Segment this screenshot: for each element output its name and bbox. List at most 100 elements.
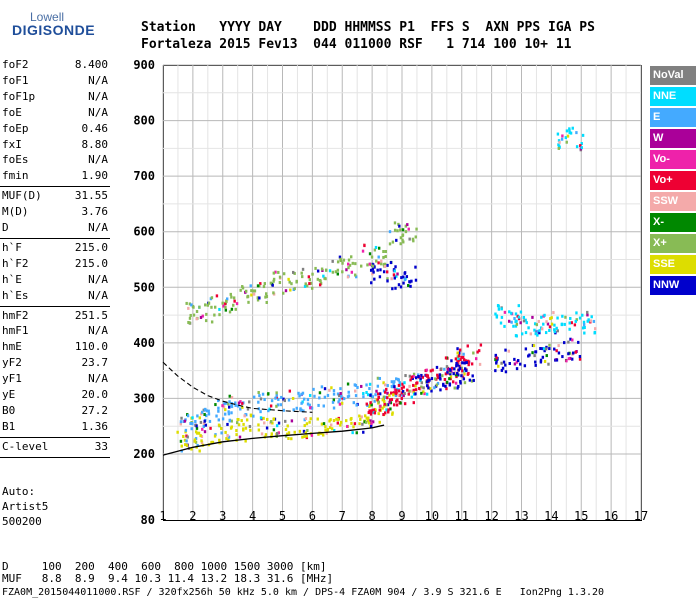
echo-point [392,393,395,397]
echo-point [185,439,188,443]
echo-point [328,419,331,423]
echo-point [225,299,228,303]
param-row-clevel: C-level 33 [2,440,108,454]
echo-point [561,314,564,318]
echo-point [339,392,342,396]
echo-point [215,414,218,418]
echo-point [495,356,498,360]
echo-point [225,437,228,441]
echo-point [324,277,327,281]
echo-point [397,377,400,381]
echo-point [431,368,434,372]
echo-point [324,268,328,272]
echo-point [382,270,386,274]
echo-point [342,397,346,401]
param-value: 1.90 [81,169,109,183]
echo-point [225,297,229,301]
echo-point [318,396,321,400]
echo-point [421,375,425,379]
echo-point [514,334,518,338]
echo-point [557,146,561,150]
echo-point [374,245,378,249]
echo-point [339,423,342,427]
echo-point [515,367,519,371]
echo-point [389,401,393,405]
echo-point [461,355,465,359]
echo-point [386,403,390,407]
echo-point [232,303,235,307]
echo-point [414,388,418,392]
echo-point [369,424,373,428]
echo-point [324,425,327,429]
echo-point [230,403,233,407]
echo-point [354,389,357,393]
echo-point [227,435,231,439]
y-tick-label: 900 [133,58,155,72]
echo-point [412,372,416,376]
echo-point [265,295,269,299]
echo-point [558,140,561,144]
echo-point [453,367,456,371]
echo-point [542,347,546,351]
echo-point [234,307,237,311]
echo-point [503,310,507,314]
echo-point [383,411,387,415]
echo-point [500,307,503,311]
echo-point [360,384,363,388]
echo-point [316,269,320,273]
echo-point [412,239,415,243]
echo-point [444,372,448,376]
echo-point [379,404,382,408]
echo-point [361,249,365,253]
echo-point [252,414,255,418]
param-label: M(D) [2,205,29,219]
echo-point [377,412,380,416]
echo-point [272,271,276,275]
echo-point [568,327,571,331]
legend-item-vo: Vo+ [650,171,696,190]
echo-point [195,424,198,428]
echo-point [385,408,388,412]
echo-point [243,414,246,418]
echo-point [217,418,220,422]
param-row-foep: foEp 0.46 [2,122,108,136]
echo-point [382,250,385,254]
echo-point [242,422,245,426]
echo-point [427,376,430,380]
echo-point [238,435,242,439]
legend-item-x: X+ [650,234,696,253]
echo-point [192,313,196,317]
echo-point [459,358,462,362]
echo-point [556,329,559,333]
echo-point [515,322,519,326]
echo-point [420,373,423,377]
echo-point [237,401,241,405]
echo-point [193,439,196,443]
x-tick-label: 15 [574,509,588,523]
echo-point [548,328,551,332]
echo-point [460,366,463,370]
echo-point [578,354,582,358]
echo-point [194,440,198,444]
y-tick-label: 80 [141,513,155,527]
echo-point [234,401,237,405]
echo-point [557,139,561,143]
echo-point [297,391,300,395]
echo-point [245,413,248,417]
echo-point [336,260,340,264]
echo-point [497,307,501,311]
echo-point [246,407,250,411]
echo-point [221,404,224,408]
echo-point [400,396,403,400]
echo-point [259,416,263,420]
echo-point [292,408,295,412]
echo-point [430,389,433,393]
echo-point [376,268,379,272]
echo-point [244,289,248,293]
echo-point [581,313,584,317]
echo-point [337,400,340,404]
echo-point [463,372,466,376]
echo-point [330,427,334,431]
echo-point [461,361,464,365]
echo-point [414,235,417,239]
